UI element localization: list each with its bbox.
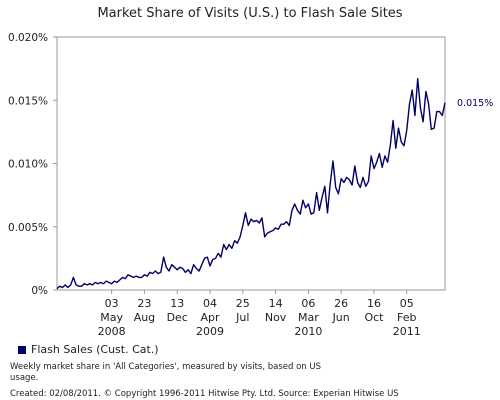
x-tick-label-6-2: Mar <box>298 311 319 324</box>
x-tick-label-2-1: 13 <box>170 297 184 310</box>
end-value-label: 0.015% <box>457 98 493 109</box>
y-tick-label-4: 0.020% <box>8 32 48 44</box>
x-tick-label-7-2: Jun <box>332 311 350 324</box>
footnote-measurement: Weekly market share in 'All Categories',… <box>10 362 322 383</box>
x-tick-label-0-1: 03 <box>105 297 119 310</box>
x-tick-label-4-2: Jul <box>235 311 249 324</box>
x-tick-label-9-2: Feb <box>397 311 416 324</box>
x-tick-label-0-2: May <box>100 311 123 324</box>
x-tick-label-6-1: 06 <box>301 297 315 310</box>
x-tick-label-0-3: 2008 <box>98 325 126 338</box>
chart-title: Market Share of Visits (U.S.) to Flash S… <box>97 6 403 21</box>
y-tick-label-0: 0% <box>31 285 48 297</box>
x-tick-label-9-1: 05 <box>400 297 414 310</box>
x-tick-label-3-2: Apr <box>200 311 220 324</box>
x-tick-label-7-1: 26 <box>334 297 348 310</box>
plot-frame <box>56 36 446 291</box>
legend-swatch <box>18 345 26 354</box>
legend-label: Flash Sales (Cust. Cat.) <box>31 343 159 356</box>
x-tick-label-1-2: Aug <box>134 311 155 324</box>
x-tick-label-8-2: Oct <box>364 311 384 324</box>
x-tick-label-8-1: 16 <box>367 297 381 310</box>
x-tick-label-6-3: 2010 <box>294 325 322 338</box>
x-tick-label-1-1: 23 <box>137 297 151 310</box>
x-tick-label-3-1: 04 <box>203 297 217 310</box>
x-tick-label-5-1: 14 <box>269 297 283 310</box>
y-tick-label-2: 0.010% <box>8 159 48 171</box>
x-tick-label-5-2: Nov <box>265 311 287 324</box>
x-tick-label-2-2: Dec <box>167 311 188 324</box>
y-tick-label-3: 0.015% <box>8 95 48 107</box>
x-tick-label-9-3: 2011 <box>393 325 421 338</box>
series-line-0 <box>56 77 446 290</box>
x-tick-label-4-1: 25 <box>236 297 250 310</box>
x-tick-label-3-3: 2009 <box>196 325 224 338</box>
y-tick-label-1: 0.005% <box>8 222 48 234</box>
footnote-copyright: Created: 02/08/2011. © Copyright 1996-20… <box>10 389 399 399</box>
legend: Flash Sales (Cust. Cat.) <box>18 343 159 356</box>
